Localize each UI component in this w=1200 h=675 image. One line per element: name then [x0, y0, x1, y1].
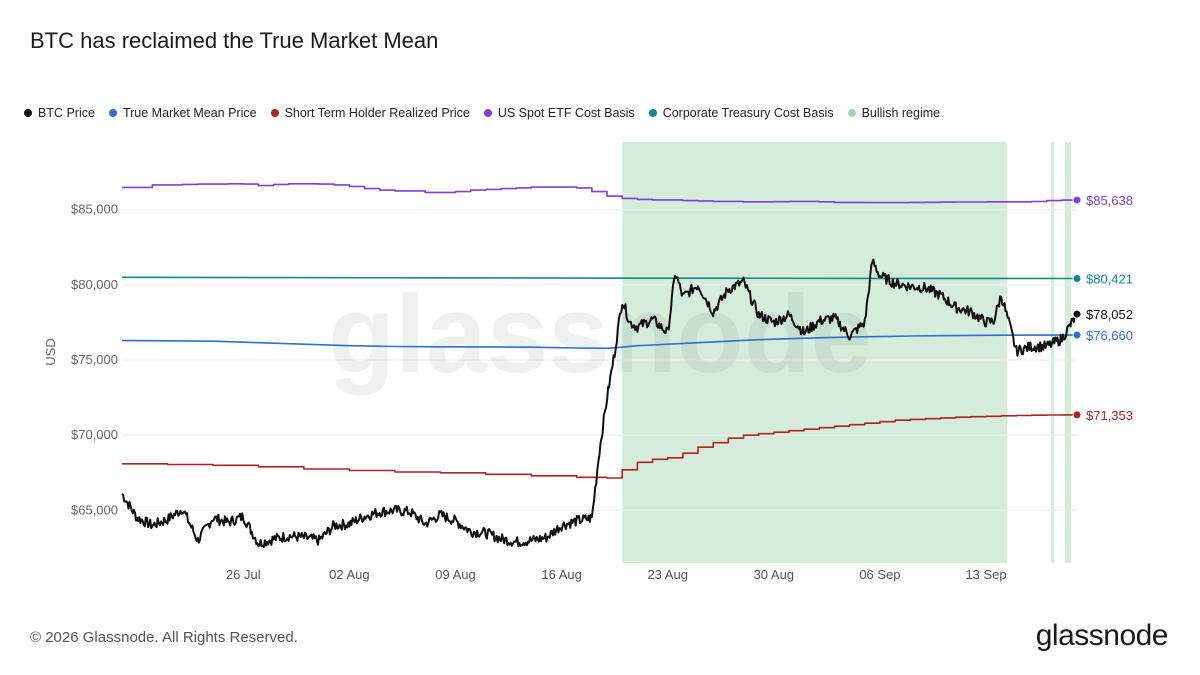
legend-label: US Spot ETF Cost Basis	[497, 106, 635, 120]
legend-label: Corporate Treasury Cost Basis	[662, 106, 834, 120]
x-tick-label: 16 Aug	[541, 567, 582, 582]
brand-logo: glassnode	[1035, 619, 1169, 652]
legend: BTC Price True Market Mean Price Short Ter…	[24, 106, 940, 120]
legend-item[interactable]: True Market Mean Price	[108, 106, 257, 120]
series-line	[121, 258, 1078, 549]
end-value-label: $80,421	[1086, 272, 1133, 287]
series-line	[121, 276, 1078, 280]
end-value-label: $78,052	[1086, 307, 1133, 322]
x-tick-label: 09 Aug	[435, 567, 476, 582]
end-value-label: $85,638	[1086, 193, 1133, 208]
bullish-regime-band	[1064, 142, 1071, 563]
bullish-regime-band	[1051, 142, 1055, 563]
end-value-label: $71,353	[1086, 408, 1133, 423]
end-point-marker	[1072, 309, 1082, 319]
legend-label: True Market Mean Price	[122, 106, 257, 120]
x-tick-label: 13 Sep	[965, 567, 1006, 582]
y-tick-label: $65,000	[71, 502, 118, 517]
y-tick-label: $85,000	[71, 202, 118, 217]
legend-marker-icon	[847, 109, 856, 117]
watermark: glassnode	[328, 273, 872, 396]
legend-marker-icon	[648, 109, 657, 117]
series-line	[121, 334, 1077, 350]
legend-label: BTC Price	[38, 106, 95, 120]
legend-item[interactable]: US Spot ETF Cost Basis	[483, 106, 635, 120]
end-point-marker	[1072, 330, 1082, 340]
y-tick-label: $80,000	[71, 277, 118, 292]
legend-label: Short Term Holder Realized Price	[284, 106, 470, 120]
legend-label: Bullish regime	[861, 106, 941, 120]
y-tick-label: $75,000	[71, 352, 118, 367]
x-tick-label: 26 Jul	[226, 567, 261, 582]
end-value-label: $76,660	[1086, 328, 1133, 343]
y-axis-label: USD	[43, 338, 58, 365]
x-tick-label: 02 Aug	[329, 567, 370, 582]
y-tick-label: $70,000	[71, 427, 118, 442]
legend-marker-icon	[270, 109, 279, 117]
series-line	[122, 183, 1077, 204]
legend-item[interactable]: Short Term Holder Realized Price	[270, 106, 470, 120]
x-tick-label: 06 Sep	[859, 567, 900, 582]
x-tick-label: 23 Aug	[647, 567, 688, 582]
legend-marker-icon	[24, 109, 32, 117]
legend-item[interactable]: BTC Price	[24, 106, 95, 120]
end-point-marker	[1072, 195, 1082, 205]
legend-marker-icon	[483, 109, 492, 117]
copyright-text: © 2026 Glassnode. All Rights Reserved.	[30, 629, 298, 646]
end-point-marker	[1072, 410, 1082, 420]
x-tick-label: 30 Aug	[754, 567, 795, 582]
bullish-regime-band	[622, 142, 1008, 563]
legend-marker-icon	[108, 109, 117, 117]
legend-item[interactable]: Bullish regime	[847, 106, 941, 120]
end-point-marker	[1072, 274, 1082, 284]
legend-item[interactable]: Corporate Treasury Cost Basis	[648, 106, 834, 120]
chart-title: BTC has reclaimed the True Market Mean	[30, 28, 439, 53]
series-line	[122, 414, 1077, 479]
